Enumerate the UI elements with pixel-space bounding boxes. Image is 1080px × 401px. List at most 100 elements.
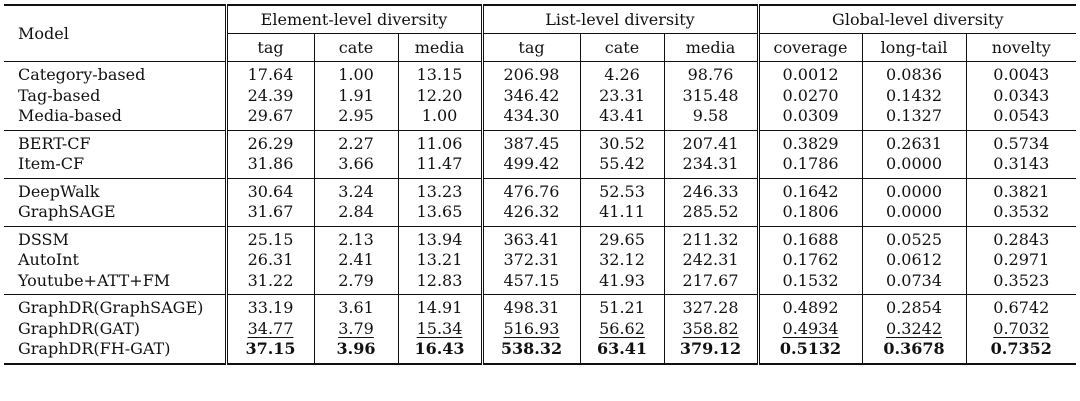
metric-value: 29.65 [599,229,645,249]
table-cell: 32.12 [579,250,664,271]
table-cell: 0.1688 [756,225,863,250]
table-cell: 0.0612 [861,250,967,271]
table-cell: 9.58 [663,106,759,130]
table-body: Category-based 17.64 1.00 13.15 206.98 4.26 98… [4,61,1077,365]
table-cell: 13.15 [397,61,482,86]
table-cell: 327.28 [663,294,759,319]
table-cell: 29.65 [579,225,664,250]
table-cell: 207.41 [663,129,759,154]
metric-value: 26.29 [247,133,294,153]
metric-value: 387.45 [503,133,560,153]
table-cell: 52.53 [579,177,664,202]
table-cell: 0.0343 [965,85,1077,106]
metric-value: 0.0734 [886,270,942,290]
metric-value: 0.5132 [779,339,842,358]
table-cell: 0.0012 [756,61,863,86]
metric-value: 476.76 [503,181,560,201]
header-group-list: List-level diversity [480,4,759,34]
table-cell: 24.39 [224,85,314,106]
metric-value: 0.3143 [993,154,1050,173]
metric-value: 0.0309 [782,106,839,125]
metric-value: 0.0000 [886,202,942,221]
table-cell: 1.00 [397,106,482,130]
table-cell: 0.0000 [861,202,967,226]
metric-value: 0.0012 [782,65,839,84]
table-cell: 0.3523 [965,270,1077,295]
table-cell: 3.96 [313,339,398,365]
metric-value: 30.52 [599,133,645,153]
metric-value: 285.52 [682,202,739,221]
metric-value: 2.13 [338,229,374,249]
table-cell: 315.48 [663,85,759,106]
table-cell: 12.83 [397,270,482,295]
metric-value: 41.93 [599,270,645,290]
table-cell: 0.0543 [965,106,1077,130]
table-cell: 43.41 [579,106,664,130]
table-cell: 0.5734 [965,129,1077,154]
table-cell: 0.3829 [756,129,863,154]
metric-value: 0.3829 [782,133,839,153]
table-cell: 3.79 [313,318,398,339]
table-cell: 242.31 [663,250,759,271]
table-cell: 0.5132 [756,339,863,365]
metric-value: 0.3532 [993,202,1050,221]
metric-value: 206.98 [503,65,560,84]
header-list-cate: cate [579,33,664,62]
table-cell: 0.0000 [861,177,967,202]
table-cell: 0.0270 [756,85,863,106]
table-cell: 0.6742 [965,294,1077,319]
metric-value: 16.43 [414,339,465,358]
metric-value: 43.41 [599,106,645,125]
table-cell: 0.0836 [861,61,967,86]
table-row: Item-CF 31.86 3.66 11.47 499.42 55.42 234.31 0.… [4,154,1077,178]
metric-value: 1.00 [338,65,374,84]
table-cell: 346.42 [480,85,580,106]
header-model: Model [4,4,226,62]
metric-value: 0.1432 [886,85,942,105]
metric-value: 17.64 [247,65,294,84]
table-cell: 372.31 [480,250,580,271]
metric-value: 13.65 [416,202,463,221]
table-cell: 2.95 [313,106,398,130]
metric-value: 3.79 [338,318,374,338]
table-cell: 0.2631 [861,129,967,154]
metric-value: 211.32 [682,229,739,249]
table-cell: 33.19 [224,294,314,319]
metric-value: 207.41 [682,133,739,153]
table-cell: 3.24 [313,177,398,202]
metric-value: 426.32 [503,202,560,221]
table-cell: 30.52 [579,129,664,154]
model-name: GraphDR(GraphSAGE) [4,294,226,319]
metric-value: 9.58 [692,106,729,125]
metric-value: 1.00 [421,106,458,125]
table-cell: 246.33 [663,177,759,202]
table-cell: 13.94 [397,225,482,250]
table-cell: 0.0043 [965,61,1077,86]
table-cell: 476.76 [480,177,580,202]
model-name: Youtube+ATT+FM [18,270,171,290]
table-cell: 2.41 [313,250,398,271]
table-cell: 0.4934 [756,318,863,339]
table-cell: 37.15 [224,339,314,365]
metric-value: 0.0612 [886,250,942,269]
metric-value: 217.67 [682,270,739,290]
metric-value: 0.2971 [993,250,1050,269]
table-cell: 363.41 [480,225,580,250]
table-cell: 1.91 [313,85,398,106]
table-cell: 56.62 [579,318,664,339]
table-cell: 0.0000 [861,154,967,178]
model-name: GraphDR(FH-GAT) [4,339,226,365]
table-cell: 0.2854 [861,294,967,319]
metric-value: 0.7032 [993,318,1050,338]
metric-value: 0.3821 [993,181,1050,201]
metric-value: 2.95 [338,106,374,125]
metric-value: 498.31 [503,298,560,317]
metric-value: 0.2843 [993,229,1050,249]
metric-value: 0.1806 [782,202,839,221]
model-name: AutoInt [18,250,79,269]
table-cell: 0.1532 [756,270,863,295]
metric-value: 25.15 [247,229,294,249]
table-cell: 0.1327 [861,106,967,130]
table-cell: 217.67 [663,270,759,295]
table-cell: 41.93 [579,270,664,295]
